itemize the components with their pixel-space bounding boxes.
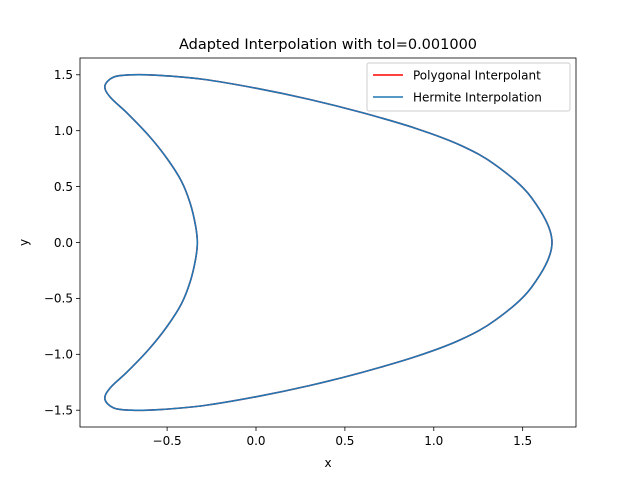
legend-box xyxy=(366,62,571,112)
x-tick-label: 0.0 xyxy=(246,434,265,448)
y-axis-label: y xyxy=(17,239,31,246)
x-tick-label: 1.5 xyxy=(513,434,532,448)
x-tick-label: 0.5 xyxy=(335,434,354,448)
y-tick-label: −1.0 xyxy=(44,348,73,362)
legend-label-polygonal: Polygonal Interpolant xyxy=(413,69,541,83)
y-tick-label: 0.0 xyxy=(54,236,73,250)
x-axis-label: x xyxy=(324,456,331,470)
series-layer xyxy=(103,73,553,412)
legend: Polygonal Interpolant Hermite Interpolat… xyxy=(366,62,571,112)
y-tick-label: 0.5 xyxy=(54,180,73,194)
y-tick-label: −0.5 xyxy=(44,292,73,306)
legend-label-hermite: Hermite Interpolation xyxy=(413,91,542,105)
y-tick-label: 1.5 xyxy=(54,68,73,82)
x-tick-label: −0.5 xyxy=(153,434,182,448)
y-tick-label: −1.5 xyxy=(44,404,73,418)
plot-area xyxy=(79,57,577,428)
chart-title: Adapted Interpolation with tol=0.001000 xyxy=(179,37,477,53)
y-tick-label: 1.0 xyxy=(54,124,73,138)
series-line-1 xyxy=(103,73,553,412)
y-axis-ticks: −1.5 −1.0 −0.5 0.0 0.5 1.0 1.5 xyxy=(44,68,80,418)
x-axis-ticks: −0.5 0.0 0.5 1.0 1.5 xyxy=(153,427,532,448)
x-tick-label: 1.0 xyxy=(424,434,443,448)
plot-background xyxy=(80,58,576,427)
